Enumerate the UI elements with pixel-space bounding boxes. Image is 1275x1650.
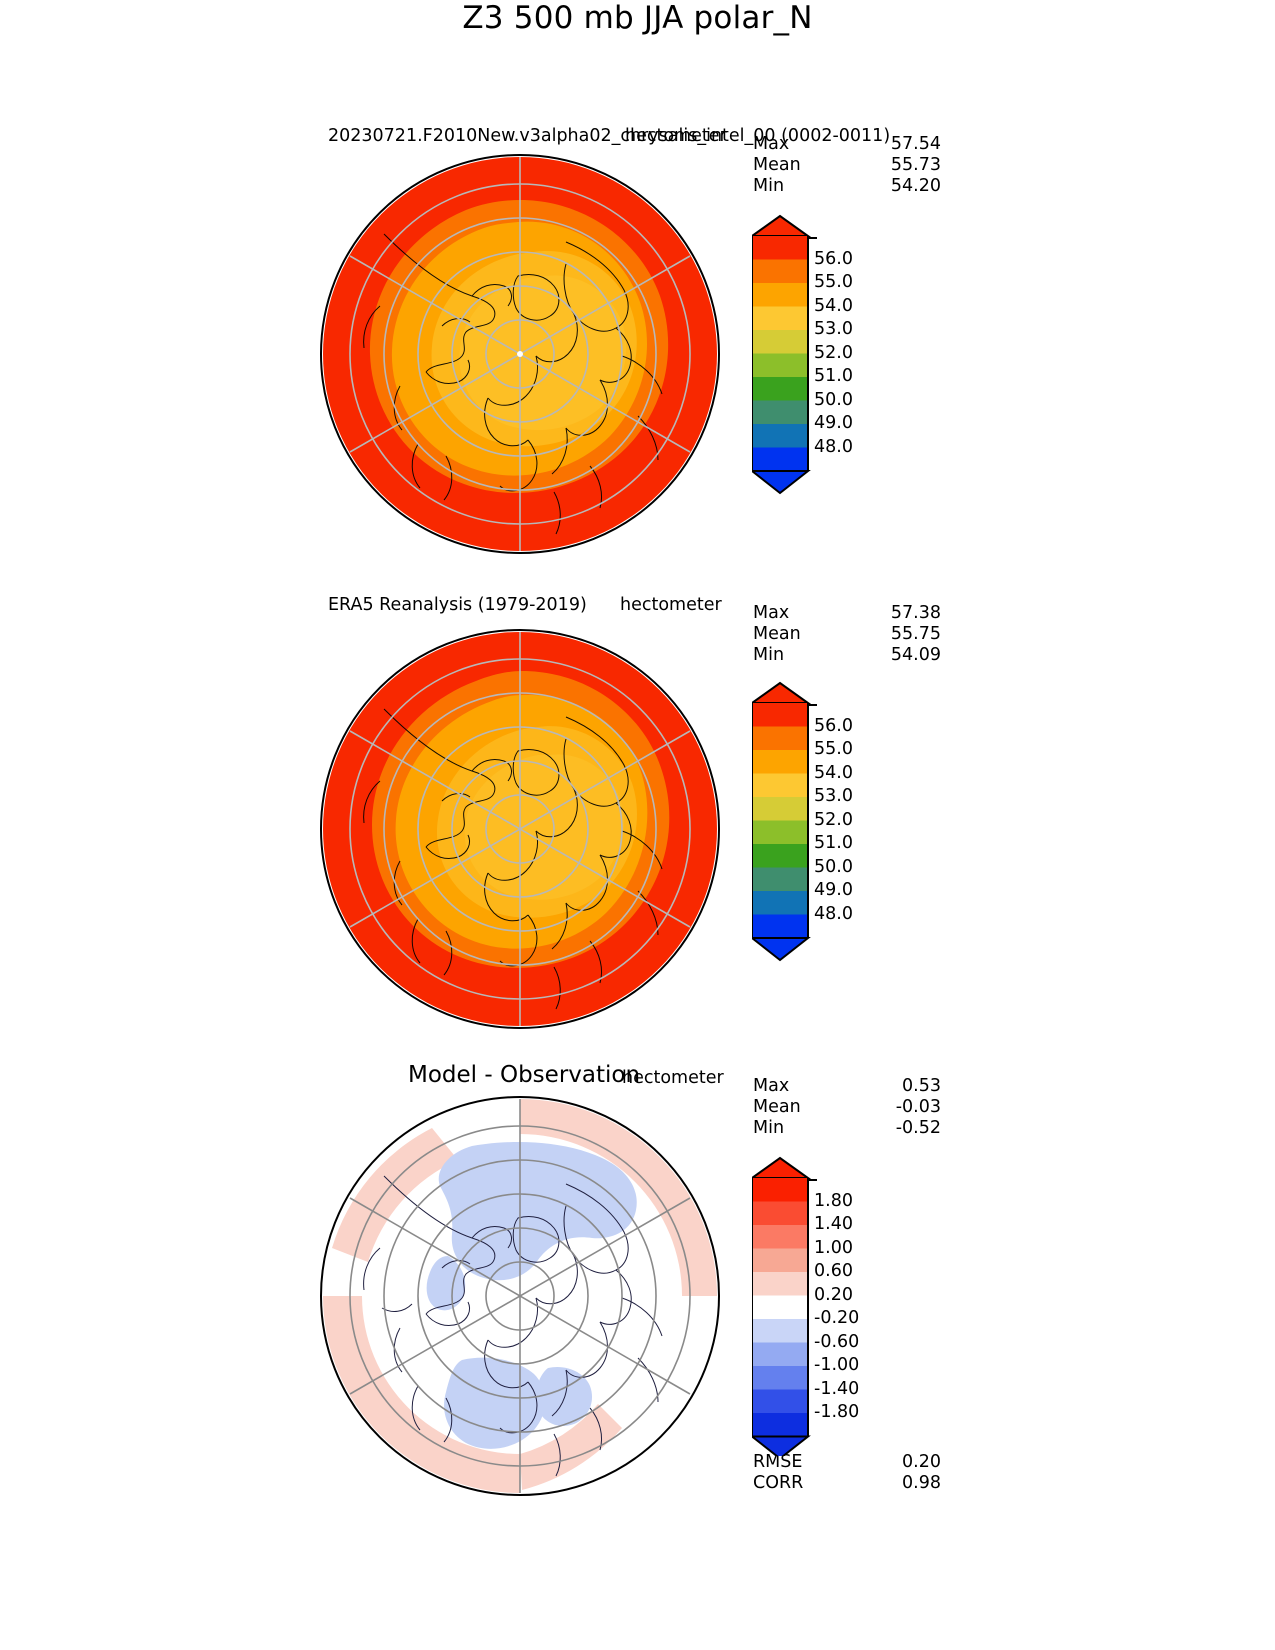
colorbar-tick-label: 0.60 <box>814 1261 853 1281</box>
colorbar-observation: 56.0 55.0 54.0 53.0 52.0 51.0 50.0 49.0 48.0 <box>748 681 952 971</box>
stat-key: Min <box>753 176 785 196</box>
stat-value: 55.73 <box>890 155 941 175</box>
stat-value: 54.09 <box>890 645 941 665</box>
page-title: Z3 500 mb JJA polar_N <box>462 0 813 36</box>
stat-value: 57.54 <box>890 134 941 154</box>
colorbar-tick-label: -0.60 <box>814 1331 860 1352</box>
colorbar-observation-swatches <box>748 681 817 962</box>
panel-difference-header: Model - Observation <box>408 1062 641 1088</box>
colorbar-tick-label: 53.0 <box>814 319 853 339</box>
colorbar-tick-label: 53.0 <box>814 786 853 806</box>
colorbar-tick-label: 1.00 <box>814 1237 853 1258</box>
map-contours-observation <box>323 632 717 1026</box>
map-disc <box>320 1096 720 1496</box>
panel-model-header: 20230721.F2010New.v3alpha02_chrysalis_in… <box>328 126 891 146</box>
stat-value: 0.53 <box>902 1076 941 1096</box>
stat-value: -0.03 <box>895 1097 941 1117</box>
colorbar-tick-label: 50.0 <box>814 389 853 410</box>
colorbar-tick-label: 48.0 <box>814 436 853 457</box>
panel-model-units: hectometer <box>625 126 727 146</box>
colorbar-tick-label: -1.80 <box>814 1402 860 1422</box>
colorbar-tick-label: 0.20 <box>814 1284 853 1305</box>
stat-value: 54.20 <box>890 176 941 196</box>
colorbar-tick-label: 51.0 <box>814 833 853 853</box>
panel-difference-units: hectometer <box>622 1068 724 1088</box>
map-contours-difference <box>323 1099 717 1493</box>
polar-map-observation <box>320 629 720 1029</box>
colorbar-difference: 1.80 1.40 1.00 0.60 0.20 -0.20 -0.60 -1.00 -1.40… <box>748 1156 952 1460</box>
colorbar-tick-label: 1.80 <box>814 1190 853 1211</box>
stat-value: 55.75 <box>890 624 941 644</box>
colorbar-tick-label: 54.0 <box>814 762 853 783</box>
colorbar-tick-label: 50.0 <box>814 856 853 877</box>
stat-value: 57.38 <box>890 603 941 623</box>
stat-key: Min <box>753 1118 785 1138</box>
colorbar-tick-label: 51.0 <box>814 366 853 386</box>
stat-key: Max <box>753 1076 790 1096</box>
panel-observation-units: hectometer <box>620 595 722 615</box>
metric-value: 0.20 <box>902 1452 941 1472</box>
colorbar-difference-swatches <box>748 1156 817 1460</box>
metric-key: CORR <box>753 1473 804 1493</box>
colorbar-tick-label: 48.0 <box>814 903 853 924</box>
colorbar-tick-label: 52.0 <box>814 342 853 363</box>
polar-map-difference <box>320 1096 720 1496</box>
colorbar-model-swatches <box>748 214 817 495</box>
colorbar-tick-label: -0.20 <box>814 1308 860 1328</box>
colorbar-tick-label: 56.0 <box>814 715 853 736</box>
colorbar-tick-label: 56.0 <box>814 248 853 269</box>
stat-key: Mean <box>753 155 801 175</box>
colorbar-tick-label: 52.0 <box>814 809 853 830</box>
polar-map-model <box>320 154 720 554</box>
colorbar-tick-label: 55.0 <box>814 272 853 292</box>
map-contours-model <box>323 157 717 551</box>
stat-value: -0.52 <box>895 1118 941 1138</box>
map-disc <box>320 629 720 1029</box>
colorbar-model: 56.0 55.0 54.0 53.0 52.0 51.0 50.0 49.0 48.0 <box>748 214 952 504</box>
stat-key: Min <box>753 645 785 665</box>
colorbar-tick-label: 55.0 <box>814 739 853 759</box>
colorbar-tick-label: -1.40 <box>814 1378 860 1399</box>
map-disc <box>320 154 720 554</box>
colorbar-tick-label: 49.0 <box>814 413 853 433</box>
colorbar-tick-label: 54.0 <box>814 295 853 316</box>
stat-key: Mean <box>753 624 801 644</box>
stat-key: Mean <box>753 1097 801 1117</box>
colorbar-tick-label: 49.0 <box>814 880 853 900</box>
colorbar-tick-label: -1.00 <box>814 1355 860 1375</box>
colorbar-tick-label: 1.40 <box>814 1214 853 1234</box>
metric-value: 0.98 <box>902 1473 941 1493</box>
metric-key: RMSE <box>753 1452 803 1472</box>
panel-observation-header: ERA5 Reanalysis (1979-2019) <box>328 595 587 615</box>
stat-key: Max <box>753 603 790 623</box>
stat-key: Max <box>753 134 790 154</box>
